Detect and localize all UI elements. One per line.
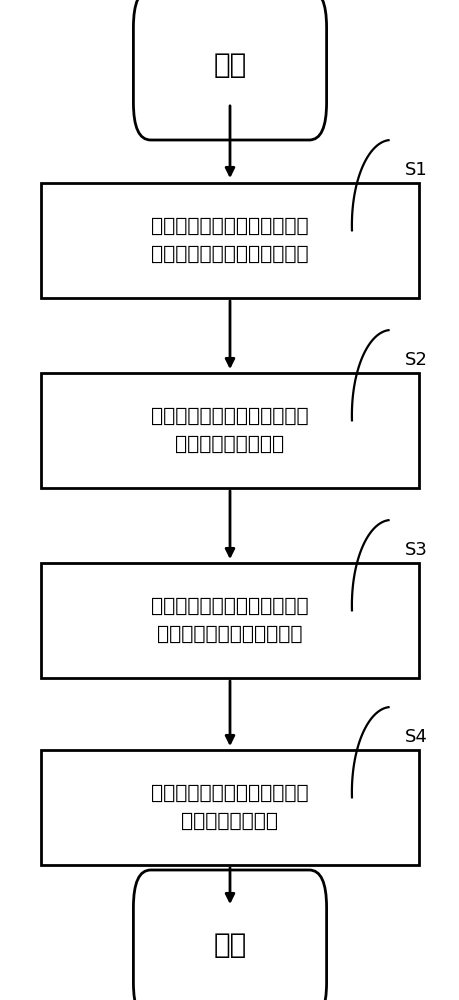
- FancyBboxPatch shape: [41, 372, 418, 488]
- Text: 结束: 结束: [213, 931, 246, 959]
- FancyBboxPatch shape: [133, 0, 326, 140]
- Text: 开始: 开始: [213, 51, 246, 79]
- Text: 旋转运动角速率与角加速度的
解算、显示及保存: 旋转运动角速率与角加速度的 解算、显示及保存: [151, 784, 308, 830]
- Text: S3: S3: [404, 541, 427, 559]
- Text: 基于直线分段检测方法的感兴
趣区域内特征直线边缘检测: 基于直线分段检测方法的感兴 趣区域内特征直线边缘检测: [151, 596, 308, 644]
- Text: 紧固于旋转发生装置工作台面
的特征标志运动序列图像采集: 紧固于旋转发生装置工作台面 的特征标志运动序列图像采集: [151, 217, 308, 263]
- Text: S1: S1: [404, 161, 427, 179]
- FancyBboxPatch shape: [133, 870, 326, 1000]
- Text: S2: S2: [404, 351, 427, 369]
- FancyBboxPatch shape: [41, 182, 418, 298]
- FancyBboxPatch shape: [41, 562, 418, 678]
- Text: 基于循环模板匹配的运动序列
图像感兴趣区域确定: 基于循环模板匹配的运动序列 图像感兴趣区域确定: [151, 406, 308, 454]
- FancyBboxPatch shape: [41, 750, 418, 864]
- Text: S4: S4: [404, 728, 427, 746]
